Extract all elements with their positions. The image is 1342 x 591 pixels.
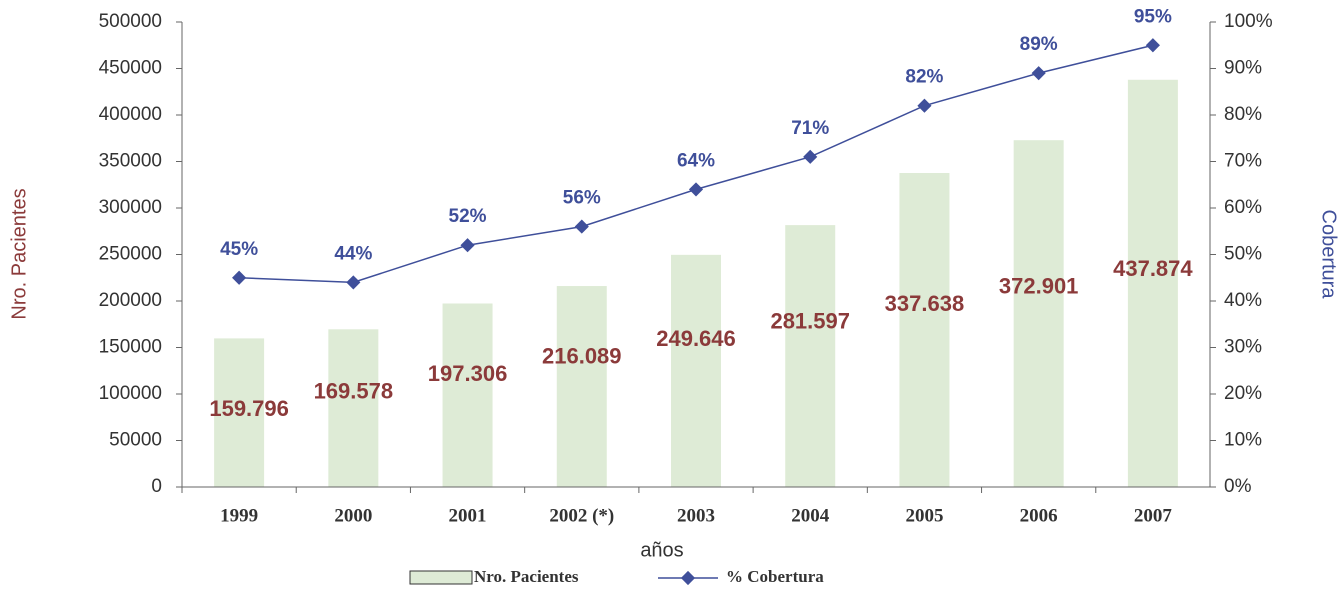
y-tick-label: 300000 [99, 197, 162, 218]
line-value-label: 52% [449, 206, 487, 227]
y-tick-label: 250000 [99, 244, 162, 265]
y-tick-label: 100000 [99, 383, 162, 404]
bar [214, 338, 265, 487]
bar-value-label: 249.646 [656, 326, 736, 351]
y2-tick-label: 0% [1224, 476, 1252, 497]
x-tick-label: 2005 [905, 505, 943, 526]
y-tick-label: 350000 [99, 151, 162, 172]
y2-tick-label: 10% [1224, 430, 1262, 451]
line-value-label: 95% [1134, 6, 1172, 27]
line-marker [803, 149, 818, 164]
line-marker [460, 238, 475, 253]
bar [328, 329, 379, 487]
x-tick-label: 1999 [220, 505, 258, 526]
y2-tick-label: 40% [1224, 290, 1262, 311]
y2-axis-title: Cobertura [1318, 210, 1340, 300]
line-marker [574, 219, 589, 234]
y2-tick-label: 60% [1224, 197, 1262, 218]
bar-value-label: 437.874 [1113, 256, 1193, 281]
bar-value-label: 159.796 [209, 396, 289, 421]
y2-tick-label: 50% [1224, 244, 1262, 265]
legend-label: % Cobertura [726, 567, 824, 586]
y2-tick-label: 20% [1224, 383, 1262, 404]
y-tick-label: 0 [151, 476, 162, 497]
x-tick-label: 2007 [1134, 505, 1173, 526]
line-value-label: 56% [563, 188, 601, 209]
bar-value-label: 197.306 [428, 361, 508, 386]
bar [671, 254, 721, 487]
line-value-label: 64% [677, 150, 715, 171]
bar-value-label: 281.597 [770, 308, 850, 333]
line-value-label: 71% [791, 118, 829, 139]
x-tick-label: 2000 [334, 505, 372, 526]
legend-label: Nro. Pacientes [474, 567, 579, 586]
line-marker [1031, 66, 1046, 81]
line-marker [688, 182, 704, 197]
bar [556, 286, 607, 487]
line-value-label: 44% [334, 243, 372, 264]
bar [1013, 140, 1064, 487]
bar-value-label: 169.578 [314, 378, 394, 403]
y2-tick-label: 80% [1224, 104, 1262, 125]
line-marker [232, 270, 247, 285]
bar [1127, 79, 1178, 487]
y-tick-label: 400000 [99, 104, 162, 125]
line-value-label: 45% [220, 239, 258, 260]
y2-tick-label: 70% [1224, 151, 1262, 172]
line-value-label: 82% [905, 67, 943, 88]
y-axis-title: Nro. Pacientes [8, 188, 30, 319]
legend-swatch [409, 570, 473, 585]
bar [785, 225, 836, 487]
line-value-label: 89% [1020, 34, 1058, 55]
line-marker [1145, 38, 1160, 53]
y2-tick-label: 90% [1224, 58, 1262, 79]
y2-tick-label: 100% [1224, 11, 1273, 32]
x-tick-label: 2002 (*) [549, 505, 614, 526]
y-tick-label: 200000 [99, 290, 162, 311]
x-tick-label: 2003 [677, 505, 715, 526]
y-tick-label: 50000 [109, 430, 162, 451]
bar-value-label: 216.089 [542, 343, 622, 368]
line-marker [346, 275, 361, 290]
line-marker [917, 98, 932, 113]
y-tick-label: 450000 [99, 58, 162, 79]
legend-marker [680, 570, 696, 586]
bar-value-label: 337.638 [885, 291, 965, 316]
x-axis-title: años [640, 539, 683, 561]
x-tick-label: 2006 [1020, 505, 1058, 526]
y2-tick-label: 30% [1224, 337, 1262, 358]
bar [899, 172, 950, 488]
y-tick-label: 150000 [99, 337, 162, 358]
bar-value-label: 372.901 [999, 273, 1079, 298]
x-tick-label: 2004 [791, 505, 830, 526]
bar [442, 303, 493, 487]
y-tick-label: 500000 [99, 11, 162, 32]
x-tick-label: 2001 [449, 505, 487, 526]
